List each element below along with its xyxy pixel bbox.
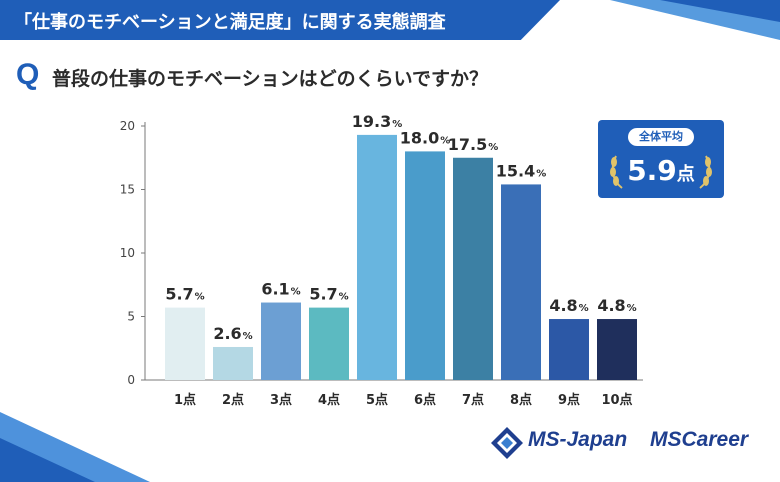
bar-9点: [549, 319, 589, 380]
question-mark: Q: [16, 58, 40, 91]
average-badge: 全体平均 5.9点: [598, 120, 724, 198]
x-tick-label: 6点: [414, 392, 436, 408]
bar-10点: [597, 319, 637, 380]
average-label: 全体平均: [628, 128, 694, 146]
data-label: 17.5%: [448, 135, 499, 154]
data-label: 15.4%: [496, 161, 547, 180]
ms-japan-text: MS-Japan: [528, 428, 628, 451]
laurel-right-icon: [699, 155, 712, 189]
x-tick-label: 2点: [222, 392, 244, 408]
x-tick-label: 5点: [366, 392, 388, 408]
header-title: 「仕事のモチベーションと満足度」に関する実態調査: [14, 12, 446, 33]
x-tick-label: 1点: [174, 392, 196, 408]
data-label: 6.1%: [261, 280, 300, 299]
data-label: 19.3%: [352, 112, 403, 131]
laurel-left-icon: [610, 155, 623, 189]
x-tick-label: 3点: [270, 392, 292, 408]
bar-4点: [309, 307, 349, 380]
y-tick-label: 0: [127, 373, 135, 387]
ms-japan-diamond-icon: [491, 427, 523, 459]
y-tick-label: 5: [127, 310, 135, 324]
average-unit: 点: [676, 164, 695, 185]
bar-8点: [501, 184, 541, 380]
data-label: 5.7%: [309, 285, 348, 304]
data-label: 5.7%: [165, 285, 204, 304]
data-label: 2.6%: [213, 324, 252, 343]
bar-7点: [453, 157, 493, 380]
bar-3点: [261, 302, 301, 380]
bar-5点: [357, 134, 397, 380]
data-label: 4.8%: [597, 296, 636, 315]
ms-japan-logo: MS-Japan: [490, 426, 640, 460]
average-value: 5.9点: [598, 154, 724, 187]
ms-career-logo: MSCareer: [650, 428, 749, 451]
bar-1点: [165, 307, 205, 380]
data-label: 4.8%: [549, 296, 588, 315]
question-text: 普段の仕事のモチベーションはどのくらいですか？: [52, 68, 489, 90]
average-number: 5.9: [627, 154, 677, 187]
header-band: [0, 0, 560, 40]
bar-2点: [213, 346, 253, 380]
x-tick-label: 7点: [462, 392, 484, 408]
x-tick-label: 4点: [318, 392, 340, 408]
y-tick-label: 10: [120, 246, 135, 260]
x-tick-label: 9点: [558, 392, 580, 408]
x-tick-label: 10点: [601, 392, 632, 408]
x-tick-label: 8点: [510, 392, 532, 408]
y-tick-label: 20: [120, 119, 135, 133]
y-tick-label: 15: [120, 183, 135, 197]
bar-6点: [405, 151, 445, 380]
data-label: 18.0%: [400, 128, 451, 147]
